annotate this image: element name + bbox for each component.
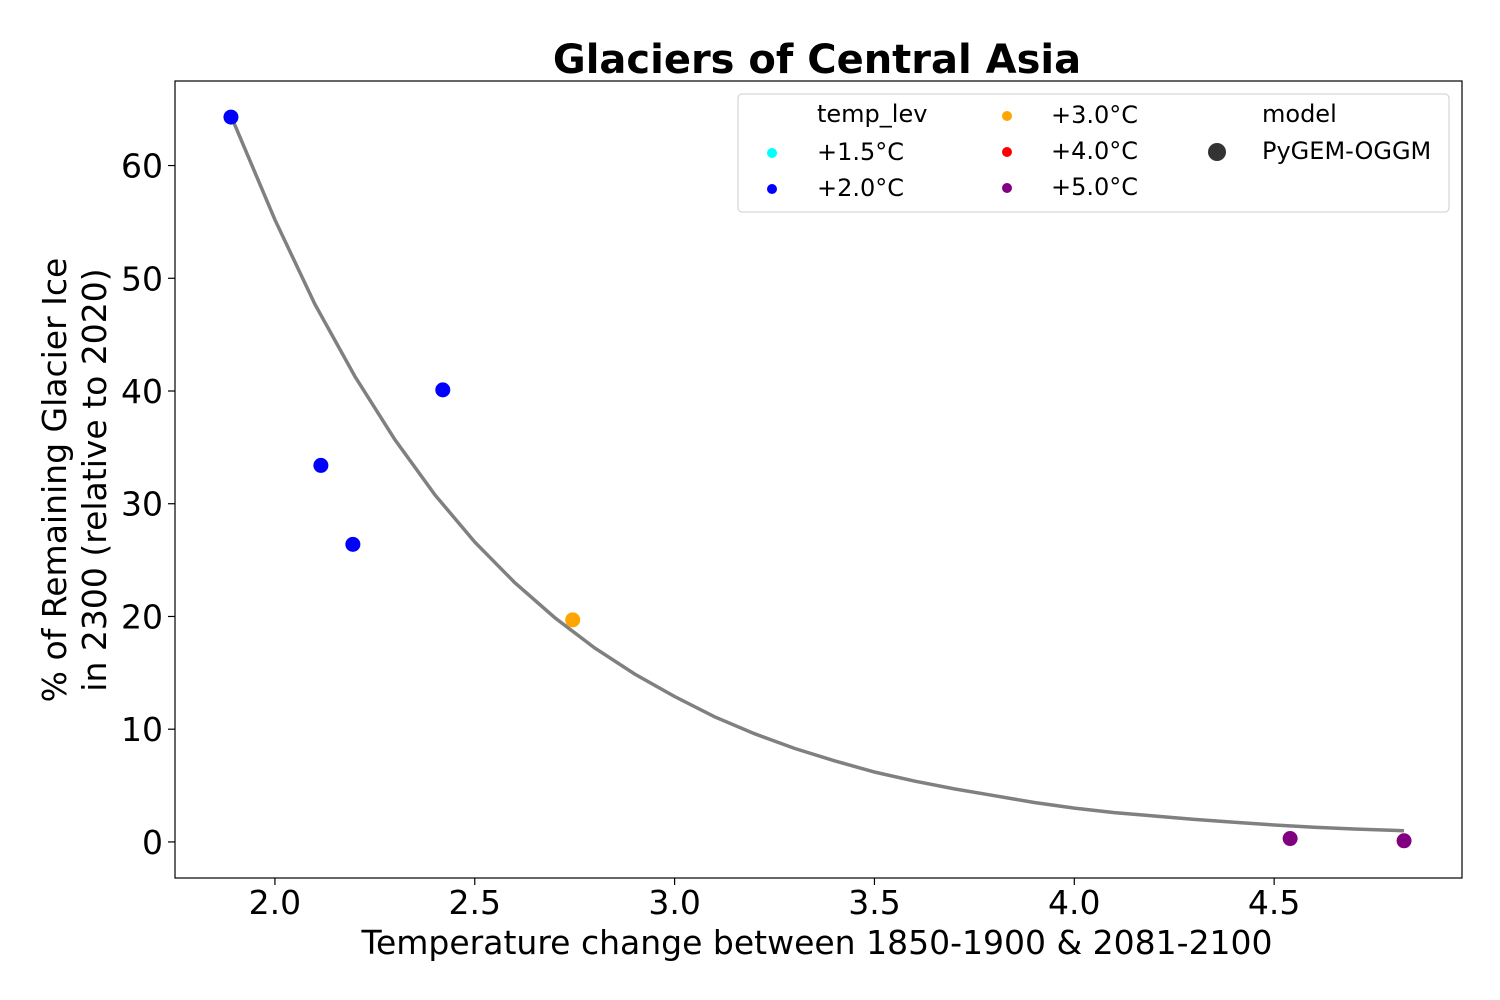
x-tick-label: 4.0 bbox=[1048, 883, 1100, 922]
legend-label-3-0: +3.0°C bbox=[1051, 101, 1138, 129]
data-point-6 bbox=[1282, 831, 1298, 847]
legend-marker-4-0 bbox=[1002, 147, 1012, 157]
y-tick-label: 30 bbox=[121, 485, 163, 524]
legend-marker-5-0 bbox=[1002, 183, 1012, 193]
y-axis-label-line-1: % of Remaining Glacier Ice bbox=[35, 258, 74, 703]
y-tick-label: 40 bbox=[121, 372, 163, 411]
data-point-1 bbox=[223, 109, 239, 125]
legend-hue-title: temp_lev bbox=[817, 100, 927, 128]
data-point-3 bbox=[345, 536, 361, 552]
x-axis-ticks: 2.0 2.5 3.0 3.5 4.0 4.5 bbox=[249, 878, 1300, 922]
data-point-5 bbox=[565, 612, 581, 628]
scatter-points bbox=[223, 109, 1412, 849]
x-tick-label: 2.0 bbox=[249, 883, 301, 922]
legend-marker-2-0 bbox=[767, 184, 777, 194]
legend-marker-model bbox=[1208, 143, 1226, 161]
data-point-4 bbox=[435, 382, 451, 398]
y-axis-label-line-2: in 2300 (relative to 2020) bbox=[75, 268, 114, 691]
legend-frame bbox=[737, 93, 1450, 213]
legend-label-5-0: +5.0°C bbox=[1051, 173, 1138, 201]
chart-title: Glaciers of Central Asia bbox=[553, 37, 1081, 83]
legend-label-model: PyGEM-OGGM bbox=[1262, 137, 1431, 165]
legend-marker-3-0 bbox=[1002, 111, 1012, 121]
x-tick-label: 3.5 bbox=[848, 883, 900, 922]
y-tick-label: 10 bbox=[121, 710, 163, 749]
x-axis-label: Temperature change between 1850-1900 & 2… bbox=[360, 923, 1272, 962]
legend-label-2-0: +2.0°C bbox=[817, 174, 904, 202]
fit-curve-line bbox=[229, 115, 1405, 833]
y-tick-label: 50 bbox=[121, 259, 163, 298]
x-tick-label: 4.5 bbox=[1248, 883, 1300, 922]
y-axis-ticks: 0 10 20 30 40 50 60 bbox=[121, 147, 175, 862]
data-point-2 bbox=[313, 457, 329, 473]
data-point-7 bbox=[1396, 833, 1412, 849]
y-tick-label: 20 bbox=[121, 597, 163, 636]
legend: temp_lev +1.5°C +2.0°C +3.0°C +4.0°C +5.… bbox=[737, 93, 1450, 213]
y-tick-label: 0 bbox=[142, 823, 163, 862]
y-tick-label: 60 bbox=[121, 147, 163, 186]
legend-label-1-5: +1.5°C bbox=[817, 138, 904, 166]
y-axis-label: % of Remaining Glacier Ice in 2300 (rela… bbox=[35, 258, 114, 703]
legend-label-4-0: +4.0°C bbox=[1051, 137, 1138, 165]
x-tick-label: 3.0 bbox=[648, 883, 700, 922]
legend-style-title: model bbox=[1262, 100, 1337, 128]
legend-marker-1-5 bbox=[767, 148, 777, 158]
x-tick-label: 2.5 bbox=[449, 883, 501, 922]
plot-area bbox=[174, 80, 1463, 879]
